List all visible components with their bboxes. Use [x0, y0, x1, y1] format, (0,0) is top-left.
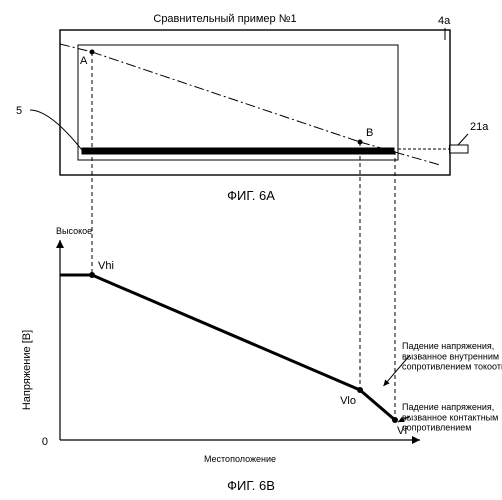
svg-text:Падение напряжения,вызванное в: Падение напряжения,вызванное внутреннимс…	[402, 341, 502, 372]
svg-text:0: 0	[42, 436, 48, 448]
svg-text:Падение напряжения,вызванное к: Падение напряжения,вызванное контактнымс…	[402, 402, 498, 433]
svg-text:ФИГ. 6B: ФИГ. 6B	[227, 478, 275, 493]
svg-text:21a: 21a	[470, 121, 489, 133]
svg-text:Местоположение: Местоположение	[204, 454, 276, 464]
svg-text:B: B	[366, 127, 373, 139]
svg-text:Vhi: Vhi	[98, 260, 114, 272]
svg-text:5: 5	[16, 105, 22, 117]
svg-text:A: A	[80, 55, 88, 67]
svg-text:Vlo: Vlo	[340, 395, 356, 407]
svg-text:Высокое: Высокое	[56, 226, 92, 236]
svg-text:ФИГ. 6A: ФИГ. 6A	[227, 188, 275, 203]
figure-root: Сравнительный пример №1 A B 5 4a 21a ФИГ. 6A На…	[0, 0, 502, 500]
diagram-svg: Сравнительный пример №1 A B 5 4a 21a ФИГ. 6A На…	[0, 0, 502, 500]
svg-text:Напряжение [В]: Напряжение [В]	[21, 330, 33, 410]
svg-text:Сравнительный пример №1: Сравнительный пример №1	[153, 13, 296, 25]
svg-text:4a: 4a	[438, 15, 451, 27]
